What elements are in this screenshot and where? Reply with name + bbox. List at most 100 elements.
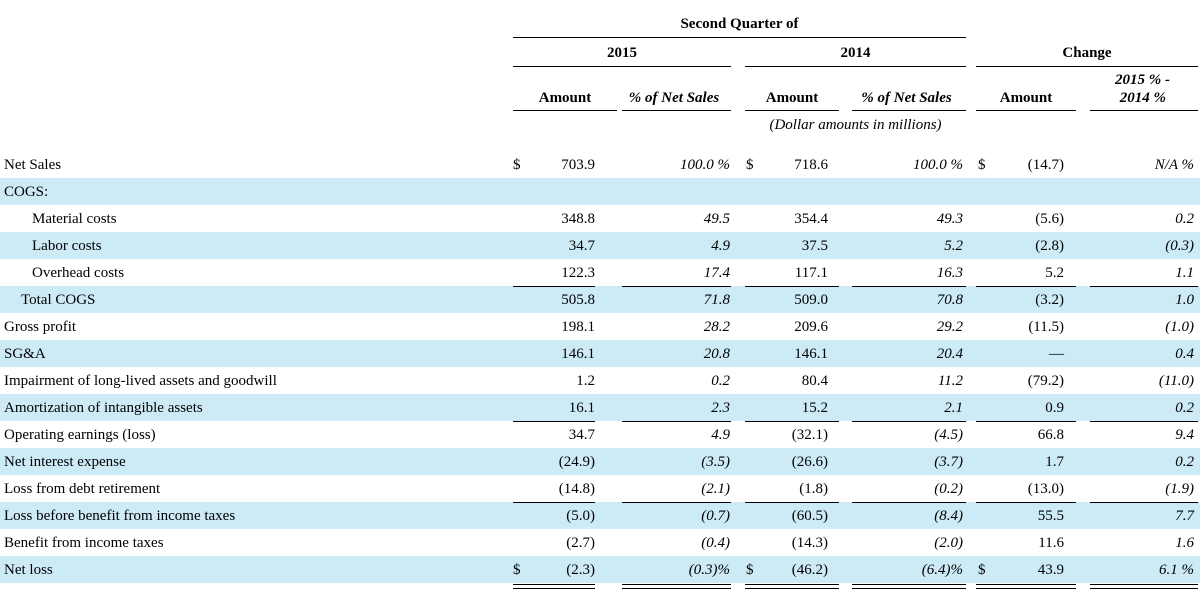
cell-a15: 348.8: [561, 211, 595, 227]
cell-pchg: 1.0: [1175, 292, 1194, 308]
row-label: Total COGS: [21, 292, 96, 308]
cell-pchg: 1.1: [1175, 265, 1194, 281]
rule-h1: [513, 110, 617, 111]
rule-change: [976, 66, 1198, 67]
cell-pchg: 7.7: [1175, 508, 1194, 524]
cell-chg: 43.9: [1037, 562, 1064, 578]
cell-a15: 505.8: [561, 292, 595, 308]
cell-p15: (0.3)%: [688, 562, 730, 578]
header-year-2015: 2015: [607, 45, 637, 61]
header-pct-2015: % of Net Sales: [628, 90, 720, 106]
rule-subtotal: [852, 421, 966, 422]
cell-a15: 703.9: [561, 157, 595, 173]
row-label: Overhead costs: [32, 265, 125, 281]
cell-a14: 354.4: [794, 211, 828, 227]
cell-p14: 29.2: [936, 319, 963, 335]
rule-subtotal: [976, 421, 1076, 422]
header-change: Change: [1062, 45, 1112, 61]
cell-pchg: N/A %: [1154, 157, 1194, 173]
rule-total-double: [622, 584, 731, 589]
cell-p15: 0.2: [711, 373, 730, 389]
rule-total-double: [1090, 584, 1198, 589]
cell-p15: 4.9: [711, 427, 730, 443]
cell-p14: 70.8: [936, 292, 963, 308]
cell-pchg: 0.2: [1175, 454, 1194, 470]
cell-p15: (2.1): [701, 481, 730, 497]
cell-p15: 17.4: [703, 265, 730, 281]
cell-pchg: (1.0): [1165, 319, 1194, 335]
header-pct-2014: % of Net Sales: [861, 90, 952, 106]
cell-chg: —: [1049, 346, 1064, 362]
cell-a15: (2.3): [566, 562, 595, 578]
row-band: [0, 556, 1200, 583]
cell-p14: 5.2: [944, 238, 963, 254]
cell-p15: (0.4): [701, 535, 730, 551]
cell-d1: $: [513, 562, 521, 578]
cell-p15: 4.9: [711, 238, 730, 254]
cell-p14: 2.1: [944, 400, 963, 416]
rule-subtotal: [976, 502, 1076, 503]
cell-pchg: 0.2: [1175, 211, 1194, 227]
cell-pchg: 0.2: [1175, 400, 1194, 416]
row-label: Impairment of long-lived assets and good…: [4, 373, 277, 389]
header-quarter: Second Quarter of: [680, 16, 799, 32]
rule-h4: [852, 110, 966, 111]
row-band: [0, 178, 1200, 205]
row-label: Material costs: [32, 211, 117, 227]
cell-p14: 49.3: [936, 211, 963, 227]
cell-a15: 198.1: [561, 319, 595, 335]
header-amount-change: Amount: [999, 90, 1053, 106]
row-label: Net Sales: [4, 157, 62, 173]
cell-pchg: (0.3): [1165, 238, 1194, 254]
cell-a15: (5.0): [566, 508, 595, 524]
rule-h2: [622, 110, 731, 111]
cell-p15: 100.0 %: [680, 157, 730, 173]
cell-chg: (79.2): [1027, 373, 1064, 389]
cell-a14: (26.6): [791, 454, 828, 470]
cell-chg: (3.2): [1035, 292, 1064, 308]
cell-p14: 20.4: [936, 346, 963, 362]
cell-p15: (3.5): [701, 454, 730, 470]
row-label: COGS:: [4, 184, 49, 200]
row-label: Gross profit: [4, 319, 77, 335]
rule-h6: [1090, 110, 1198, 111]
rule-subtotal: [513, 286, 595, 287]
cell-d2: $: [746, 157, 754, 173]
cell-p14: (4.5): [934, 427, 963, 443]
cell-a15: (2.7): [566, 535, 595, 551]
cell-pchg: 1.6: [1175, 535, 1194, 551]
cell-pchg: 6.1 %: [1159, 562, 1194, 578]
rule-total-double: [745, 584, 839, 589]
header-amount-2015: Amount: [538, 90, 592, 106]
cell-chg: (14.7): [1027, 157, 1064, 173]
header-pct-change-2: 2014 %: [1119, 90, 1166, 106]
cell-a15: 122.3: [561, 265, 595, 281]
cell-p14: 11.2: [937, 373, 963, 389]
cell-a14: (1.8): [799, 481, 828, 497]
cell-chg: 5.2: [1045, 265, 1064, 281]
row-label: Net interest expense: [4, 454, 126, 470]
cell-d2: $: [746, 562, 754, 578]
row-label: Net loss: [4, 562, 53, 578]
rule-subtotal: [745, 286, 839, 287]
cell-chg: 1.7: [1045, 454, 1064, 470]
header-year-2014: 2014: [840, 45, 871, 61]
cell-p14: 100.0 %: [913, 157, 963, 173]
cell-d3: $: [978, 562, 986, 578]
cell-a15: 1.2: [576, 373, 595, 389]
cell-a14: 509.0: [794, 292, 828, 308]
rule-subtotal: [513, 421, 595, 422]
cell-a14: 80.4: [801, 373, 828, 389]
cell-a14: 15.2: [801, 400, 828, 416]
row-band: [0, 394, 1200, 421]
cell-a15: (14.8): [558, 481, 595, 497]
cell-a15: (24.9): [558, 454, 595, 470]
cell-pchg: (1.9): [1165, 481, 1194, 497]
rule-subtotal: [622, 502, 731, 503]
rule-total-double: [852, 584, 966, 589]
row-band: [0, 448, 1200, 475]
rule-total-double: [513, 584, 595, 589]
cell-p15: 20.8: [703, 346, 730, 362]
cell-p15: (0.7): [701, 508, 730, 524]
cell-chg: 55.5: [1037, 508, 1064, 524]
